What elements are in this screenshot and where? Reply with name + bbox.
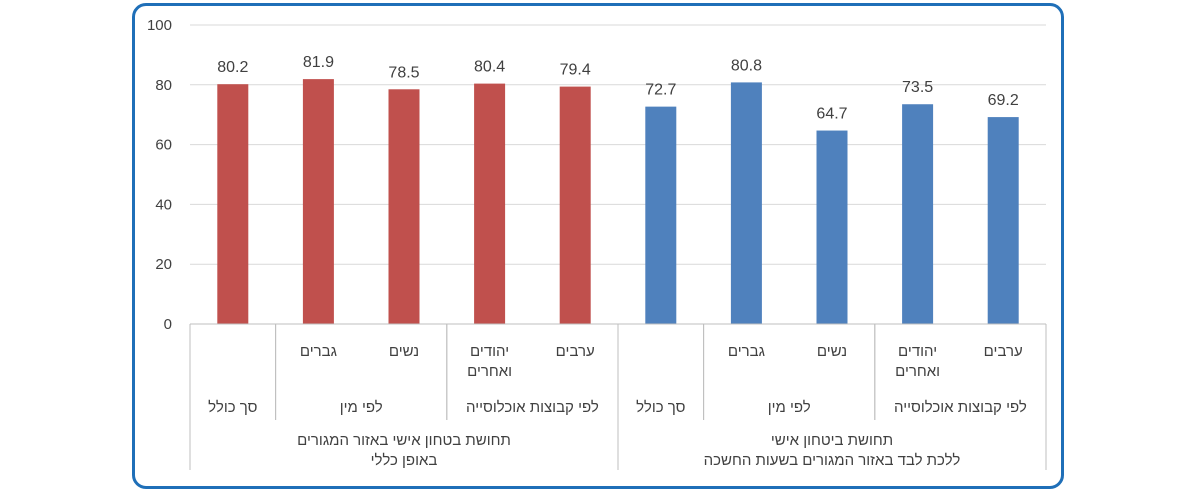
group-label: תחושת בטחון אישי באזור המגורים	[297, 432, 511, 449]
bar	[730, 82, 762, 325]
y-tick-label: 20	[155, 256, 172, 273]
x-tick-label: ואחרים	[895, 363, 940, 380]
bar-value-label: 80.2	[217, 59, 248, 76]
y-tick-label: 80	[155, 77, 172, 94]
bar	[474, 83, 506, 324]
subgroup-label: לפי קבוצות אוכלוסייה	[466, 399, 599, 416]
bar	[559, 86, 591, 325]
bar-value-label: 64.7	[816, 106, 847, 123]
bar	[388, 89, 420, 324]
bar	[302, 79, 334, 324]
bar	[987, 117, 1019, 324]
x-tick-label: יהודים	[470, 343, 509, 360]
y-axis: 0 20 40 60 80 100	[147, 17, 172, 333]
subgroup-label: לפי מין	[340, 399, 383, 416]
x-tick-label: גברים	[728, 343, 765, 360]
bar	[816, 130, 848, 324]
bar-value-label: 80.8	[731, 57, 762, 74]
group-label: באופן כללי	[371, 452, 438, 469]
bar-value-label: 69.2	[988, 92, 1019, 109]
group-label: תחושת ביטחון אישי	[771, 432, 893, 449]
bar-value-label: 81.9	[303, 54, 334, 71]
x-tick-label: ערבים	[556, 343, 595, 360]
x-tick-label: ואחרים	[467, 363, 512, 380]
bar-value-label: 72.7	[645, 82, 676, 99]
bar-value-label: 80.4	[474, 59, 505, 76]
x-axis: סך כולל גברים נשים לפי מין יהודים ואחרים ערבים…	[189, 323, 1047, 470]
subgroup-label: לפי קבוצות אוכלוסייה	[894, 399, 1027, 416]
x-tick-label: יהודים	[898, 343, 937, 360]
bars: 80.2 81.9 78.5 80.4 79.4 72.7 80.8 64.7 73.5 69.2	[217, 54, 1019, 325]
x-tick-label: נשים	[817, 343, 847, 360]
y-tick-label: 0	[164, 316, 172, 333]
subgroup-label: סך כולל	[636, 399, 686, 416]
subgroup-label: סך כולל	[208, 399, 258, 416]
bar	[902, 104, 934, 324]
x-tick-label: נשים	[389, 343, 419, 360]
x-tick-label: גברים	[300, 343, 337, 360]
y-tick-label: 60	[155, 137, 172, 154]
bar	[645, 106, 677, 324]
bar-value-label: 79.4	[560, 62, 591, 79]
y-tick-label: 40	[155, 196, 172, 213]
y-tick-label: 100	[147, 17, 172, 34]
group-label: ללכת לבד באזור המגורים בשעות החשכה	[704, 452, 961, 469]
bar-value-label: 73.5	[902, 79, 933, 96]
x-tick-label: ערבים	[984, 343, 1023, 360]
bar	[217, 84, 249, 325]
subgroup-label: לפי מין	[768, 399, 811, 416]
bar-value-label: 78.5	[388, 64, 419, 81]
